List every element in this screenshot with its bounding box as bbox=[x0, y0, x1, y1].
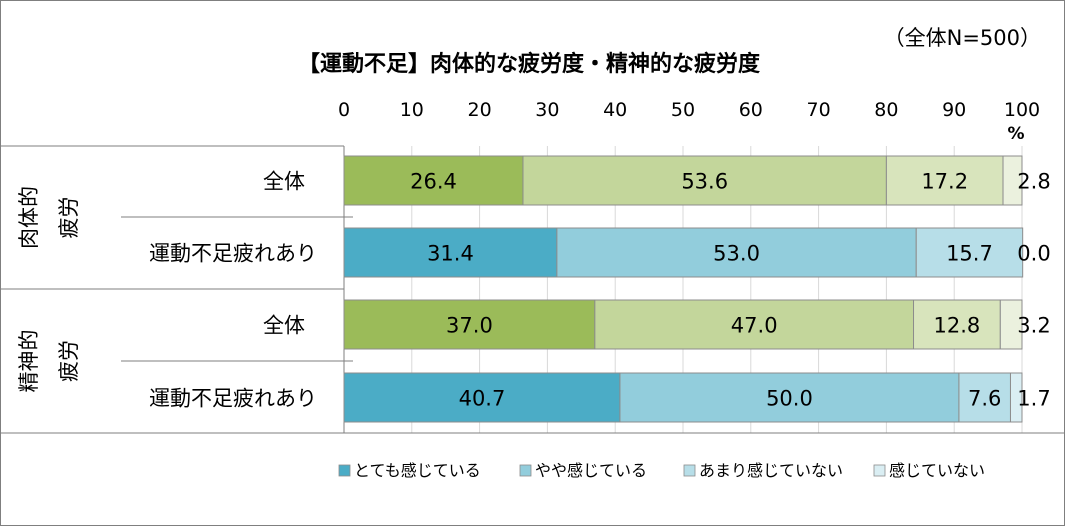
bar-segment bbox=[999, 299, 1023, 350]
x-tick-label: 60 bbox=[739, 99, 763, 121]
row-label: 運動不足疲れあり bbox=[149, 242, 317, 266]
bar-segment bbox=[885, 155, 1004, 206]
bars: 26.4 53.6 17.2 2.8 31.4 53.0 15.7 0.0 37.0 47.0 12… bbox=[343, 155, 1051, 423]
legend-entry: あまり感じていない bbox=[699, 461, 843, 480]
bar-segment bbox=[594, 299, 915, 350]
x-tick-label: 70 bbox=[807, 99, 831, 121]
data-label: 50.0 bbox=[766, 387, 813, 411]
row-label: 全体 bbox=[263, 314, 305, 338]
data-label: 31.4 bbox=[427, 242, 474, 266]
x-tick-label: 30 bbox=[535, 99, 559, 121]
bar-segment bbox=[913, 299, 1001, 350]
bar-segment bbox=[1009, 372, 1023, 423]
data-label: 0.0 bbox=[1017, 242, 1050, 266]
row-label: 全体 bbox=[263, 170, 305, 194]
data-label: 26.4 bbox=[410, 170, 457, 194]
data-label: 1.7 bbox=[1017, 387, 1050, 411]
legend-swatch bbox=[683, 464, 696, 477]
legend-swatch bbox=[873, 464, 886, 477]
data-label: 17.2 bbox=[921, 170, 968, 194]
x-tick-label: 0 bbox=[338, 99, 350, 121]
data-label: 12.8 bbox=[934, 314, 981, 338]
data-label: 47.0 bbox=[731, 314, 778, 338]
x-axis-ticks: 0 10 20 30 40 50 60 70 80 90 100 bbox=[338, 99, 1040, 121]
chart-title: 【運動不足】肉体的な疲労度・精神的な疲労度 bbox=[298, 51, 761, 77]
group-label: 精神的 疲労 bbox=[17, 330, 81, 393]
group-label: 肉体的 疲労 bbox=[17, 186, 81, 249]
row-label-table bbox=[1, 145, 1064, 434]
x-tick-label: 50 bbox=[671, 99, 695, 121]
bar-segment bbox=[915, 227, 1024, 278]
x-tick-label: 10 bbox=[400, 99, 424, 121]
chart-subtitle: （全体N=500） bbox=[884, 26, 1041, 50]
data-label: 15.7 bbox=[946, 242, 993, 266]
bar-segment bbox=[343, 155, 524, 206]
legend-swatch bbox=[338, 464, 351, 477]
data-label: 53.0 bbox=[713, 242, 760, 266]
data-label: 37.0 bbox=[446, 314, 493, 338]
x-tick-label: 40 bbox=[603, 99, 627, 121]
data-label: 3.2 bbox=[1017, 314, 1050, 338]
data-label: 7.6 bbox=[968, 387, 1001, 411]
bar-segment bbox=[1002, 155, 1023, 206]
legend-entry: やや感じている bbox=[535, 461, 647, 480]
data-label: 40.7 bbox=[459, 387, 506, 411]
data-label: 2.8 bbox=[1017, 170, 1050, 194]
row-label: 運動不足疲れあり bbox=[149, 387, 317, 411]
x-tick-label: 80 bbox=[874, 99, 898, 121]
legend-entry: 感じていない bbox=[889, 461, 985, 480]
x-tick-label: 100 bbox=[1004, 99, 1040, 121]
legend-swatch bbox=[519, 464, 532, 477]
bar-segment bbox=[522, 155, 887, 206]
legend-entry: とても感じている bbox=[354, 461, 481, 480]
x-tick-label: 90 bbox=[942, 99, 966, 121]
x-axis-unit: % bbox=[1007, 124, 1024, 144]
bar-segment bbox=[619, 372, 960, 423]
data-label: 53.6 bbox=[681, 170, 728, 194]
legend: とても感じている やや感じている あまり感じていない 感じていない bbox=[338, 461, 985, 480]
x-tick-label: 20 bbox=[468, 99, 492, 121]
bar-segment bbox=[343, 372, 621, 423]
bar-segment bbox=[958, 372, 1011, 423]
